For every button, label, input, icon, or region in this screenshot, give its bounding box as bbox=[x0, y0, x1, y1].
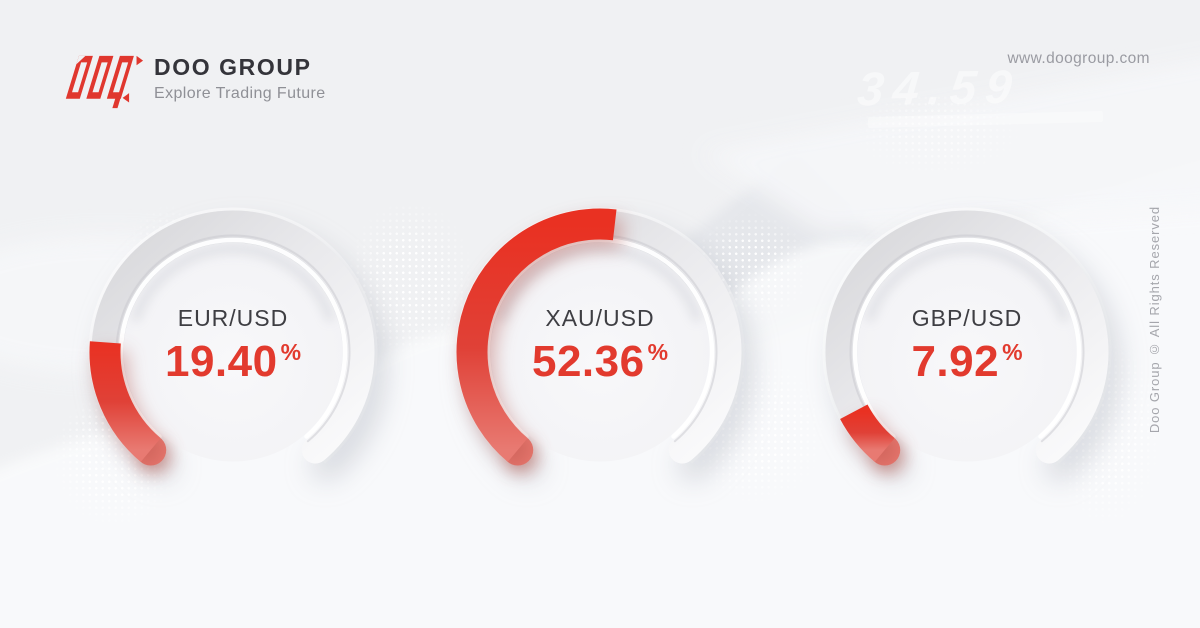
pair-value: 52.36% bbox=[450, 340, 750, 384]
gauge-xau-usd: XAU/USD 52.36% bbox=[450, 202, 750, 502]
pair-label: XAU/USD bbox=[545, 305, 655, 331]
percent-sign: % bbox=[647, 339, 669, 366]
brand-tagline: Explore Trading Future bbox=[154, 85, 326, 102]
pair-value: 19.40% bbox=[83, 340, 383, 384]
gauge-inner-shadow bbox=[498, 244, 702, 322]
pair-value-number: 52.36 bbox=[531, 337, 645, 387]
doo-group-logo-icon bbox=[65, 55, 144, 109]
copyright-vertical-text: Doo Group © All Rights Reserved bbox=[1147, 206, 1162, 434]
gauge-inner-panel bbox=[123, 242, 343, 462]
gauge-rim-highlight bbox=[485, 237, 715, 439]
watermark-underline bbox=[867, 110, 1104, 129]
percent-sign: % bbox=[1002, 339, 1023, 366]
gauge-inner-panel bbox=[490, 242, 710, 462]
pair-value-number: 7.92 bbox=[911, 337, 1000, 387]
pair-label: GBP/USD bbox=[911, 305, 1023, 331]
percent-sign: % bbox=[280, 339, 302, 366]
gauge-fill-arc bbox=[456, 208, 617, 462]
website-url: www.doogroup.com bbox=[1007, 50, 1150, 67]
gauge-outer-halo bbox=[822, 207, 1112, 464]
gauge-inner-panel bbox=[857, 242, 1077, 462]
gauge-dial bbox=[455, 207, 745, 466]
brand-name: DOO GROUP bbox=[154, 54, 312, 80]
pair-label: EUR/USD bbox=[177, 305, 289, 331]
gauge-eur-usd: EUR/USD 19.40% bbox=[83, 202, 383, 502]
gauge-dial bbox=[822, 207, 1112, 466]
gauge-inner-shadow bbox=[865, 244, 1069, 322]
halftone-dots-pattern bbox=[825, 75, 1050, 190]
gauge-rim-highlight bbox=[852, 237, 1082, 439]
pair-value-number: 19.40 bbox=[164, 337, 278, 387]
gauge-gbp-usd: GBP/USD 7.92% bbox=[817, 202, 1117, 502]
watermark-number: 34.59 bbox=[855, 59, 1024, 116]
brand-logo: DOO GROUP Explore Trading Future bbox=[62, 48, 326, 116]
gauge-rim-groove bbox=[849, 234, 1085, 443]
gauge-fill-arc bbox=[89, 341, 162, 462]
gauge-track bbox=[825, 210, 1109, 464]
gauge-dial bbox=[88, 207, 378, 466]
pair-value: 7.92% bbox=[817, 340, 1117, 384]
gauge-inner-shadow bbox=[131, 244, 335, 322]
gauge-rim-highlight bbox=[118, 237, 348, 439]
gauge-fill-arc bbox=[840, 404, 896, 462]
